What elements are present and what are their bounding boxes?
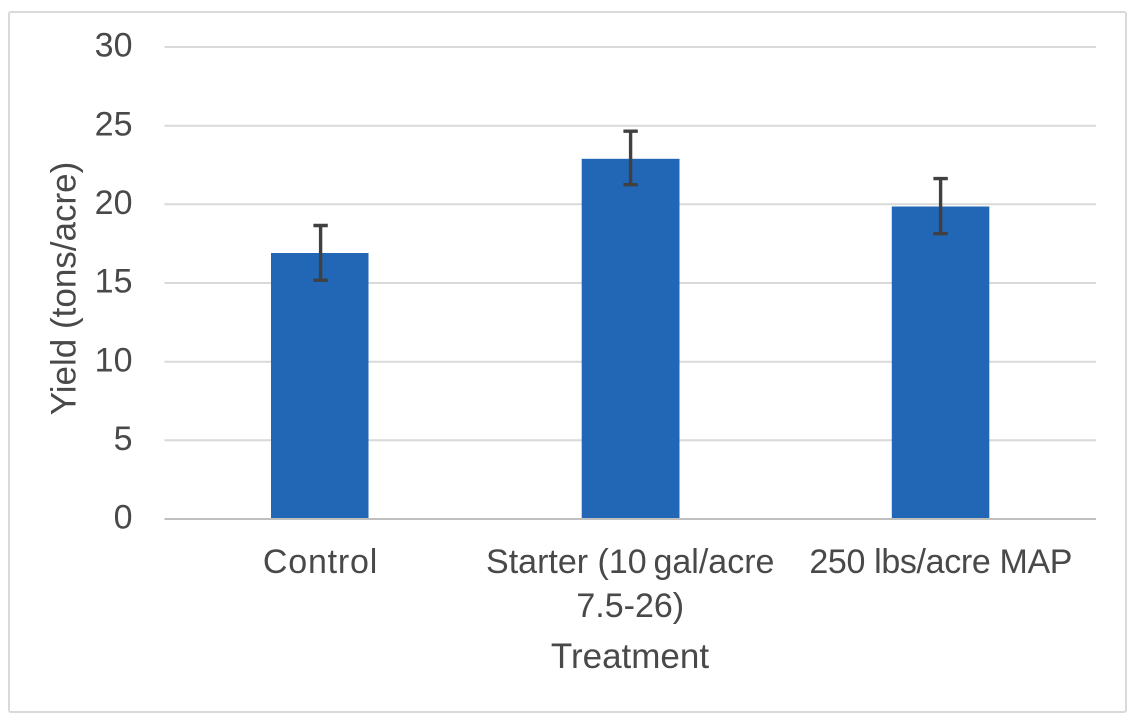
svg-text:15: 15	[95, 263, 133, 301]
svg-text:25: 25	[95, 105, 133, 143]
svg-text:10: 10	[95, 341, 133, 379]
svg-text:20: 20	[95, 184, 133, 222]
svg-text:7.5-26): 7.5-26)	[576, 587, 684, 625]
svg-text:0: 0	[114, 499, 133, 537]
svg-text:5: 5	[114, 420, 133, 458]
svg-text:Control: Control	[263, 543, 378, 581]
svg-text:Treatment: Treatment	[551, 637, 709, 676]
svg-text:250 lbs/acre MAP: 250 lbs/acre MAP	[809, 543, 1072, 581]
svg-text:Yield (tons/acre): Yield (tons/acre)	[45, 162, 84, 416]
svg-text:30: 30	[95, 27, 133, 65]
svg-text:Starter (10 gal/acre: Starter (10 gal/acre	[486, 543, 774, 581]
